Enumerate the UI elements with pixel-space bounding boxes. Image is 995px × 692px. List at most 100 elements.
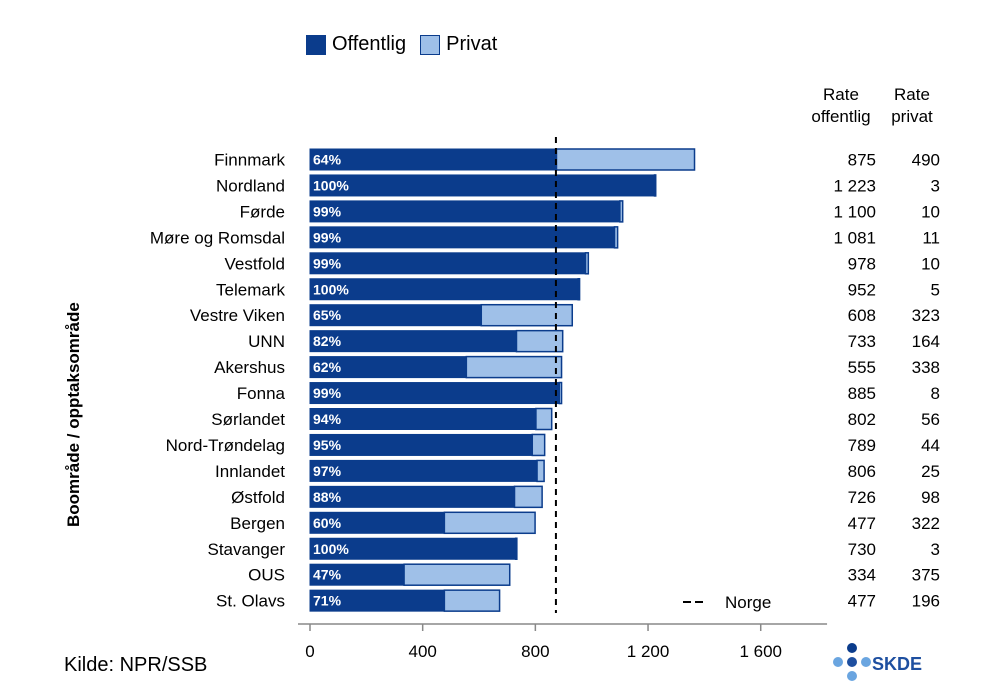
rate-offentlig-value: 789 [848,436,876,455]
bar-privat [514,537,518,560]
rate-offentlig-header: Rate offentlig [796,84,886,128]
bar-percent-label: 100% [313,281,349,297]
rate-privat-value: 56 [921,410,940,429]
bar-offentlig [309,200,621,223]
rate-privat-value: 25 [921,462,940,481]
x-tick-label: 1 600 [739,642,782,661]
bar-privat [480,303,574,327]
bar-percent-label: 94% [313,411,342,427]
rate-offentlig-value: 875 [848,151,876,170]
bar-percent-label: 99% [313,229,342,245]
bar-percent-label: 99% [313,385,342,401]
legend-label-privat: Privat [446,33,498,55]
rate-offentlig-value: 1 223 [833,176,876,195]
x-tick-label: 1 200 [627,642,670,661]
rate-offentlig-value: 608 [848,306,876,325]
category-label: Møre og Romsdal [150,228,285,247]
rate-privat-value: 8 [931,384,940,403]
bar-offentlig [309,408,537,430]
bar-offentlig [309,433,533,456]
rate-privat-value: 5 [931,280,940,299]
bar-privat [577,278,581,301]
category-label: Stavanger [208,540,286,559]
bar-offentlig [309,226,616,249]
rate-offentlig-value: 730 [848,540,876,559]
category-label: Bergen [230,514,285,533]
bar-percent-label: 99% [313,255,342,271]
rate-offentlig-value: 733 [848,332,876,351]
bar-privat [555,148,696,171]
bar-percent-label: 60% [313,515,342,531]
rate-offentlig-value: 726 [848,488,876,507]
rate-privat-header: Rate privat [880,84,944,128]
bar-percent-label: 82% [313,333,342,349]
legend-item-privat: Privat [420,33,497,56]
bar-offentlig [309,252,587,275]
rate-offentlig-value: 1 081 [833,228,876,247]
bar-percent-label: 64% [313,152,342,168]
bar-privat [653,174,657,197]
category-label: Vestre Viken [190,306,285,325]
bar-offentlig [309,459,538,482]
rate-privat-value: 3 [931,176,940,195]
rate-privat-value: 44 [921,436,940,455]
bar-percent-label: 65% [313,307,342,323]
rate-privat-value: 323 [912,306,940,325]
bar-privat [443,511,536,535]
category-label: Sørlandet [211,410,285,429]
legend-item-offentlig: Offentlig [306,33,406,56]
rate-privat-value: 490 [912,151,940,170]
rate-privat-header-line2: privat [891,107,933,126]
rate-offentlig-value: 952 [848,280,876,299]
rate-offentlig-value: 334 [848,566,876,585]
rate-offentlig-value: 978 [848,254,876,273]
rate-privat-value: 11 [922,228,940,247]
category-label: OUS [248,566,285,585]
legend-swatch-offentlig [306,34,326,55]
bar-offentlig [309,278,579,301]
rate-offentlig-value: 477 [848,514,876,533]
rate-offentlig-header-line1: Rate [823,85,859,104]
bar-privat [584,252,590,275]
bar-offentlig [309,148,557,171]
bar-percent-label: 99% [313,203,342,219]
category-label: Finnmark [214,151,285,170]
rate-privat-value: 10 [921,254,940,273]
bar-percent-label: 95% [313,437,342,453]
category-label: Nordland [216,176,285,195]
bar-privat [558,381,563,405]
category-label: Fonna [237,384,286,403]
rate-offentlig-value: 477 [848,592,876,611]
category-label: Vestfold [225,254,286,273]
bar-percent-label: 97% [313,463,342,479]
category-label: St. Olavs [216,592,285,611]
x-tick-label: 0 [305,642,314,661]
rate-privat-value: 375 [912,566,940,585]
bar-privat [403,563,511,586]
legend-swatch-privat [420,34,441,55]
rate-privat-value: 10 [921,202,940,221]
bar-percent-label: 47% [313,567,342,583]
legend-label-offentlig: Offentlig [332,33,407,55]
bar-percent-label: 100% [313,541,349,557]
bar-privat [531,433,546,457]
rate-offentlig-header-line2: offentlig [811,107,871,126]
rate-privat-header-line1: Rate [894,85,930,104]
category-label: UNN [248,332,285,351]
rate-offentlig-value: 802 [848,410,876,429]
bar-percent-label: 100% [313,177,349,193]
rate-privat-value: 3 [931,540,940,559]
category-label: Akershus [214,358,285,377]
rate-privat-value: 164 [912,332,940,351]
bar-privat [535,407,553,431]
category-label: Nord-Trøndelag [166,436,285,455]
bar-privat [465,355,563,379]
rate-offentlig-value: 806 [848,462,876,481]
category-label: Telemark [216,280,285,299]
rate-offentlig-value: 885 [848,384,876,403]
bar-privat [619,200,624,223]
x-tick-label: 400 [408,642,436,661]
category-label: Førde [240,202,285,221]
rate-privat-value: 98 [921,488,940,507]
